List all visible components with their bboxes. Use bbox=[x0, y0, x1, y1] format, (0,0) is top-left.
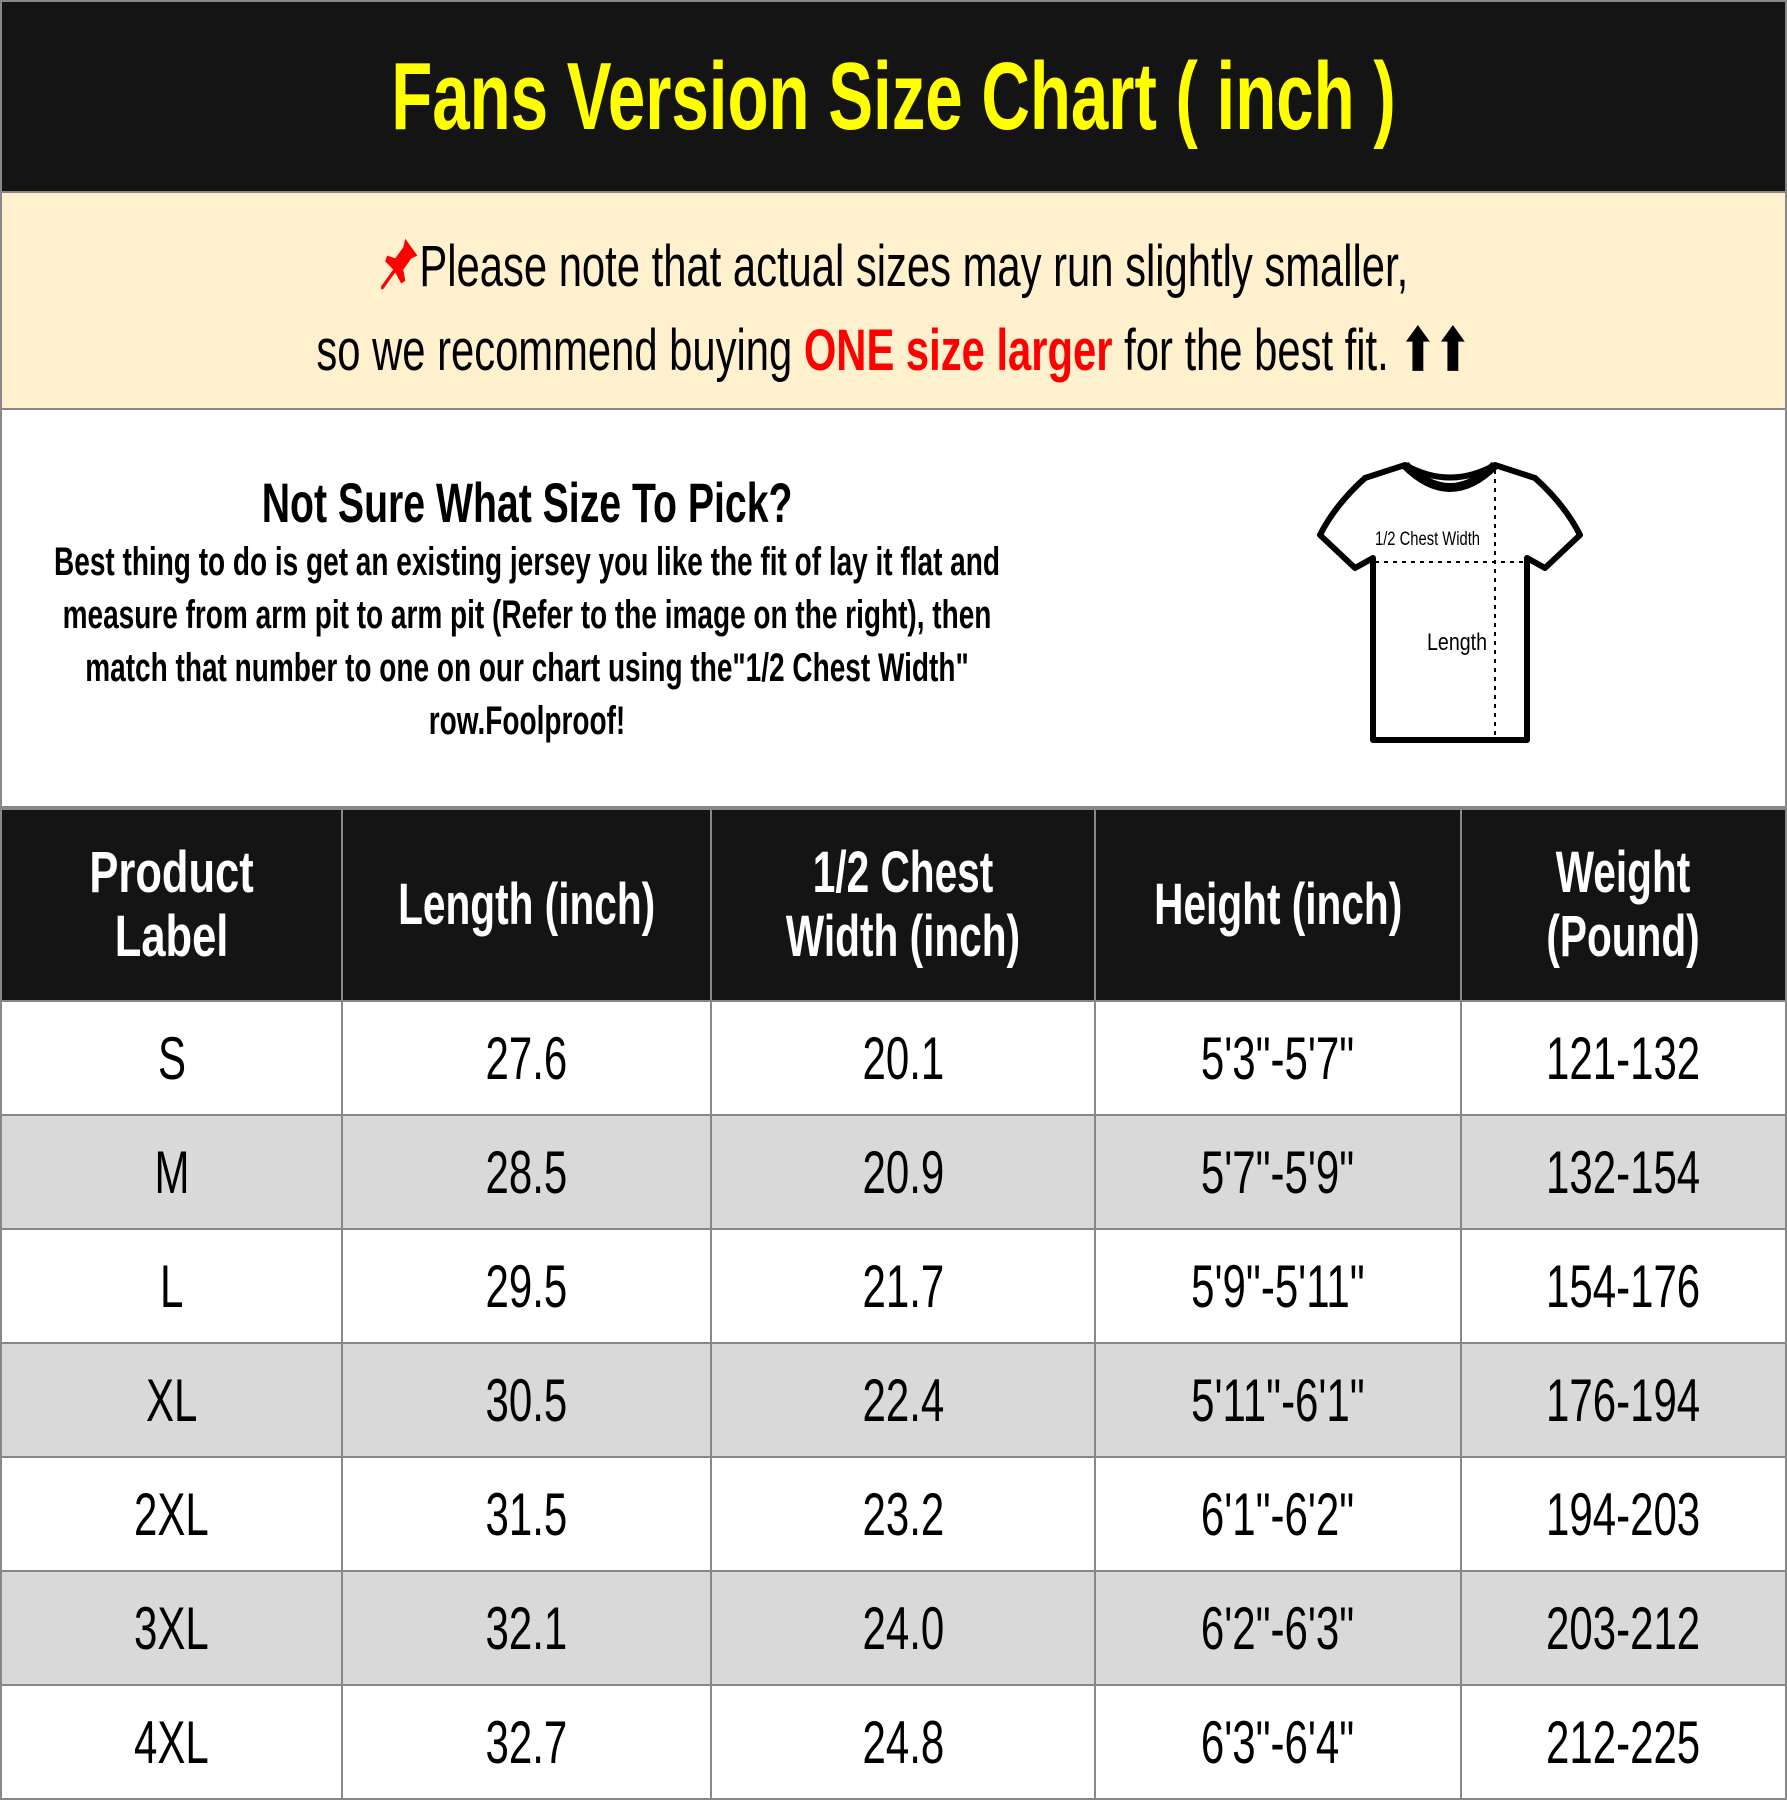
fit-help-section: Not Sure What Size To Pick? Best thing t… bbox=[0, 410, 1787, 808]
chest-width-value: 20.9 bbox=[862, 1138, 944, 1206]
note-highlight: ONE size larger bbox=[803, 318, 1113, 383]
weight-value: 203-212 bbox=[1546, 1594, 1701, 1662]
tshirt-diagram: 1/2 Chest Width Length bbox=[1317, 461, 1583, 743]
cell-weight: 121-132 bbox=[1459, 1000, 1787, 1116]
page-title: Fans Version Size Chart ( inch ) bbox=[391, 42, 1396, 150]
table-row: 4XL 32.7 24.8 6'3"-6'4" 212-225 bbox=[0, 1684, 1787, 1800]
header-product-label: Product Label bbox=[0, 808, 344, 1002]
cell-chest-width: 23.2 bbox=[710, 1456, 1096, 1572]
cell-length: 32.7 bbox=[341, 1684, 713, 1800]
height-value: 5'11"-6'1" bbox=[1190, 1366, 1365, 1434]
length-label: Length bbox=[1427, 629, 1487, 656]
height-value: 6'1"-6'2" bbox=[1201, 1480, 1355, 1548]
weight-value: 212-225 bbox=[1546, 1708, 1701, 1776]
cell-length: 27.6 bbox=[341, 1000, 713, 1116]
cell-length: 31.5 bbox=[341, 1456, 713, 1572]
cell-length: 30.5 bbox=[341, 1342, 713, 1458]
cell-size: 3XL bbox=[0, 1570, 344, 1686]
weight-value: 176-194 bbox=[1546, 1366, 1701, 1434]
size-value: 4XL bbox=[134, 1708, 209, 1776]
size-table: Product Label Length (inch) 1/2 Chest Wi… bbox=[0, 808, 1787, 1800]
cell-weight: 154-176 bbox=[1459, 1228, 1787, 1344]
cell-length: 32.1 bbox=[341, 1570, 713, 1686]
help-body: Best thing to do is get an existing jers… bbox=[54, 540, 1000, 743]
chest-width-value: 21.7 bbox=[862, 1252, 944, 1320]
table-row: XL 30.5 22.4 5'11"-6'1" 176-194 bbox=[0, 1342, 1787, 1458]
weight-value: 121-132 bbox=[1546, 1024, 1701, 1092]
table-row: 3XL 32.1 24.0 6'2"-6'3" 203-212 bbox=[0, 1570, 1787, 1686]
cell-chest-width: 24.8 bbox=[710, 1684, 1096, 1800]
length-value: 32.7 bbox=[485, 1708, 568, 1776]
cell-length: 29.5 bbox=[341, 1228, 713, 1344]
cell-height: 5'11"-6'1" bbox=[1093, 1342, 1462, 1458]
header-height: Height (inch) bbox=[1093, 808, 1462, 1002]
cell-height: 6'3"-6'4" bbox=[1093, 1684, 1462, 1800]
cell-height: 5'7"-5'9" bbox=[1093, 1114, 1462, 1230]
cell-size: M bbox=[0, 1114, 344, 1230]
cell-height: 5'3"-5'7" bbox=[1093, 1000, 1462, 1116]
cell-chest-width: 21.7 bbox=[710, 1228, 1096, 1344]
table-row: 2XL 31.5 23.2 6'1"-6'2" 194-203 bbox=[0, 1456, 1787, 1572]
height-value: 5'7"-5'9" bbox=[1201, 1138, 1355, 1206]
header-chest-width: 1/2 Chest Width (inch) bbox=[710, 808, 1096, 1002]
size-value: XL bbox=[145, 1366, 198, 1434]
cell-size: XL bbox=[0, 1342, 344, 1458]
size-value: S bbox=[157, 1024, 186, 1092]
weight-value: 132-154 bbox=[1546, 1138, 1701, 1206]
height-value: 6'3"-6'4" bbox=[1201, 1708, 1355, 1776]
cell-chest-width: 22.4 bbox=[710, 1342, 1096, 1458]
table-row: S 27.6 20.1 5'3"-5'7" 121-132 bbox=[0, 1000, 1787, 1116]
pushpin-icon bbox=[380, 238, 418, 290]
length-value: 27.6 bbox=[485, 1024, 568, 1092]
chest-width-value: 23.2 bbox=[862, 1480, 944, 1548]
length-value: 32.1 bbox=[485, 1594, 568, 1662]
cell-chest-width: 20.1 bbox=[710, 1000, 1096, 1116]
cell-size: S bbox=[0, 1000, 344, 1116]
chest-width-value: 24.8 bbox=[862, 1708, 944, 1776]
cell-length: 28.5 bbox=[341, 1114, 713, 1230]
size-value: 3XL bbox=[134, 1594, 209, 1662]
table-row: M 28.5 20.9 5'7"-5'9" 132-154 bbox=[0, 1114, 1787, 1230]
note-line-2-end: for the best fit. bbox=[1112, 318, 1389, 383]
cell-chest-width: 24.0 bbox=[710, 1570, 1096, 1686]
cell-height: 6'1"-6'2" bbox=[1093, 1456, 1462, 1572]
help-heading: Not Sure What Size To Pick? bbox=[261, 471, 793, 534]
cell-weight: 176-194 bbox=[1459, 1342, 1787, 1458]
cell-size: L bbox=[0, 1228, 344, 1344]
cell-weight: 212-225 bbox=[1459, 1684, 1787, 1800]
weight-value: 194-203 bbox=[1546, 1480, 1701, 1548]
cell-height: 5'9"-5'11" bbox=[1093, 1228, 1462, 1344]
header-row: Product Label Length (inch) 1/2 Chest Wi… bbox=[0, 808, 1787, 1002]
weight-value: 154-176 bbox=[1546, 1252, 1701, 1320]
title-banner: Fans Version Size Chart ( inch ) bbox=[0, 0, 1787, 193]
height-value: 5'3"-5'7" bbox=[1201, 1024, 1355, 1092]
cell-height: 6'2"-6'3" bbox=[1093, 1570, 1462, 1686]
note-line-2: so we recommend buying bbox=[316, 318, 804, 383]
size-value: L bbox=[159, 1252, 184, 1320]
up-arrows-icon: ⬆⬆ bbox=[1400, 318, 1471, 383]
header-weight: Weight (Pound) bbox=[1459, 808, 1787, 1002]
cell-weight: 194-203 bbox=[1459, 1456, 1787, 1572]
chest-width-value: 22.4 bbox=[862, 1366, 944, 1434]
height-value: 5'9"-5'11" bbox=[1190, 1252, 1365, 1320]
length-value: 31.5 bbox=[485, 1480, 568, 1548]
length-value: 28.5 bbox=[485, 1138, 568, 1206]
chest-width-value: 24.0 bbox=[862, 1594, 944, 1662]
size-value: 2XL bbox=[134, 1480, 209, 1548]
chest-width-value: 20.1 bbox=[862, 1024, 944, 1092]
note-line-1: Please note that actual sizes may run sl… bbox=[419, 234, 1409, 299]
header-length: Length (inch) bbox=[341, 808, 713, 1002]
cell-weight: 203-212 bbox=[1459, 1570, 1787, 1686]
size-value: M bbox=[154, 1138, 190, 1206]
length-value: 29.5 bbox=[485, 1252, 568, 1320]
size-note: Please note that actual sizes may run sl… bbox=[0, 193, 1787, 410]
cell-chest-width: 20.9 bbox=[710, 1114, 1096, 1230]
table-row: L 29.5 21.7 5'9"-5'11" 154-176 bbox=[0, 1228, 1787, 1344]
cell-size: 2XL bbox=[0, 1456, 344, 1572]
height-value: 6'2"-6'3" bbox=[1201, 1594, 1355, 1662]
cell-weight: 132-154 bbox=[1459, 1114, 1787, 1230]
chest-width-label: 1/2 Chest Width bbox=[1375, 529, 1480, 550]
cell-size: 4XL bbox=[0, 1684, 344, 1800]
length-value: 30.5 bbox=[485, 1366, 568, 1434]
